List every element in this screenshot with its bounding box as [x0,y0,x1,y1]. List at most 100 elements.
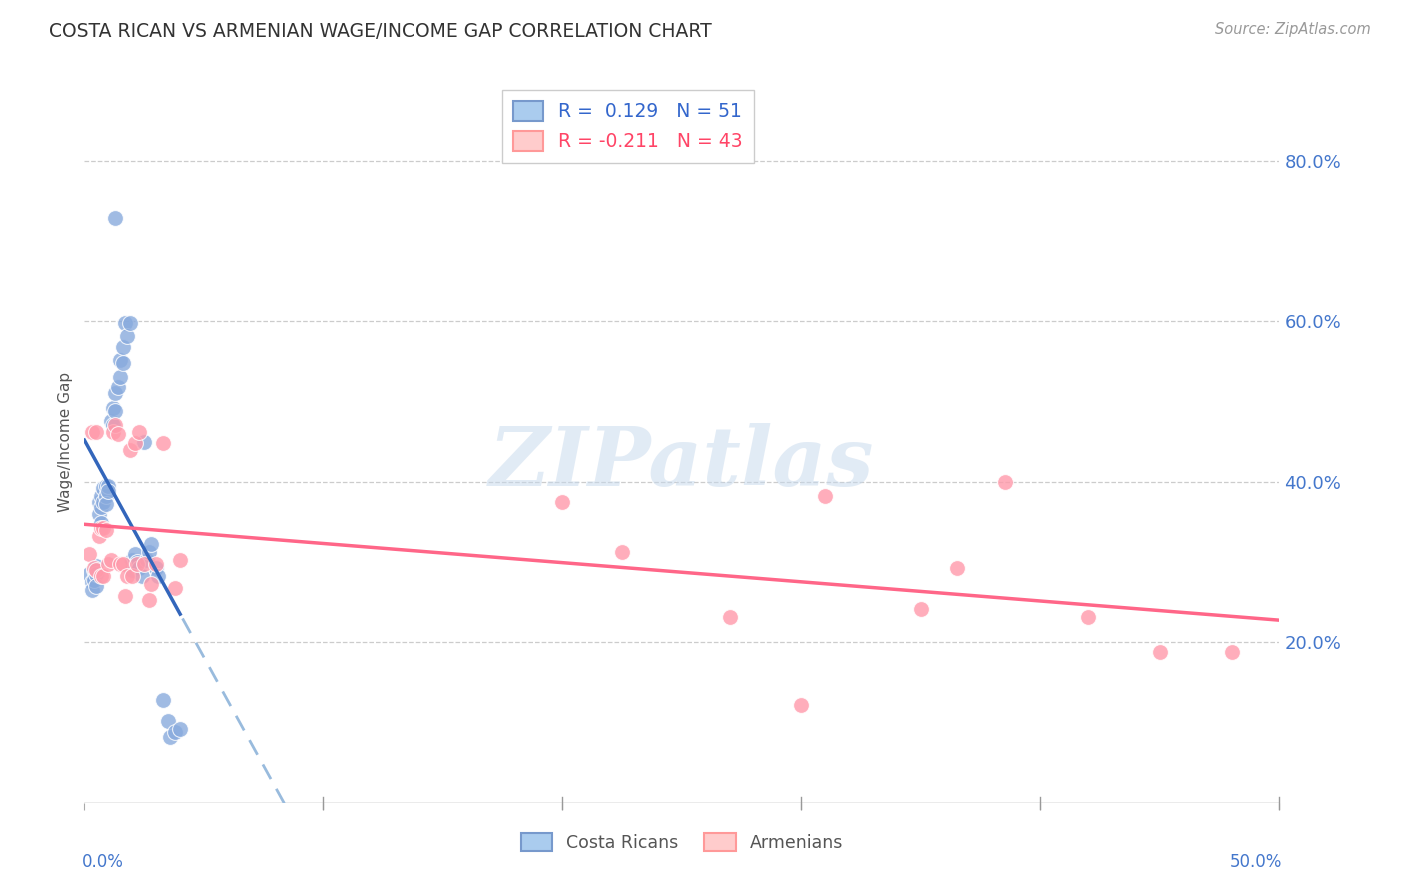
Point [107,426,129,441]
Point [87,507,110,521]
Point [121,553,143,567]
Point [718,609,741,624]
Point [77,547,100,561]
Point [97,484,120,499]
Point [86,425,108,439]
Text: 50.0%: 50.0% [1229,854,1282,871]
Point [83,561,105,575]
Point [128,561,150,575]
Point [94,523,117,537]
Point [124,436,146,450]
Point [90,489,112,503]
Legend: Costa Ricans, Armenians: Costa Ricans, Armenians [515,827,849,859]
Point [1149,645,1171,659]
Point [111,340,134,354]
Point [125,557,148,571]
Point [110,370,132,384]
Point [90,516,112,531]
Point [80,425,103,439]
Point [135,553,157,567]
Point [141,537,163,551]
Point [551,494,574,508]
Point [128,425,150,439]
Point [169,722,191,736]
Point [80,574,103,589]
Point [86,558,108,574]
Point [111,356,134,370]
Point [132,434,156,449]
Point [612,545,634,559]
Point [169,553,191,567]
Point [110,557,132,571]
Text: Source: ZipAtlas.com: Source: ZipAtlas.com [1215,22,1371,37]
Point [97,557,120,571]
Point [94,497,117,511]
Point [80,583,103,598]
Text: 0.0%: 0.0% [82,854,124,871]
Point [157,714,180,728]
Point [118,442,141,457]
Point [145,561,167,575]
Point [83,573,105,587]
Point [86,563,108,577]
Point [148,569,170,583]
Point [104,386,127,401]
Point [117,328,139,343]
Point [94,478,117,492]
Point [90,500,112,515]
Point [121,569,143,583]
Point [118,316,141,330]
Point [121,563,143,577]
Point [101,418,124,433]
Point [100,414,122,428]
Point [141,577,163,591]
Point [946,561,969,575]
Point [104,418,127,433]
Point [994,475,1017,489]
Point [159,730,181,744]
Y-axis label: Wage/Income Gap: Wage/Income Gap [58,371,73,512]
Point [86,567,108,582]
Point [97,478,120,492]
Text: ZIPatlas: ZIPatlas [489,423,875,503]
Point [138,593,160,607]
Point [114,589,136,603]
Point [138,545,160,559]
Point [165,581,187,595]
Point [790,698,813,712]
Point [814,489,837,503]
Point [1077,609,1099,624]
Point [101,425,124,439]
Point [86,579,108,593]
Point [107,380,129,394]
Point [114,316,136,330]
Point [87,529,110,543]
Point [125,555,148,569]
Point [87,494,110,508]
Point [93,494,115,508]
Point [165,725,187,739]
Point [145,557,167,571]
Point [100,553,122,567]
Point [110,352,132,367]
Text: COSTA RICAN VS ARMENIAN WAGE/INCOME GAP CORRELATION CHART: COSTA RICAN VS ARMENIAN WAGE/INCOME GAP … [49,22,711,41]
Point [94,489,117,503]
Point [131,569,153,583]
Point [93,481,115,495]
Point [90,521,112,535]
Point [93,569,115,583]
Point [90,569,112,583]
Point [1220,645,1243,659]
Point [93,521,115,535]
Point [117,569,139,583]
Point [104,211,127,226]
Point [111,557,134,571]
Point [83,563,105,577]
Point [101,401,124,415]
Point [910,601,932,615]
Point [124,547,146,561]
Point [152,693,174,707]
Point [104,404,127,418]
Point [77,567,100,582]
Point [152,436,174,450]
